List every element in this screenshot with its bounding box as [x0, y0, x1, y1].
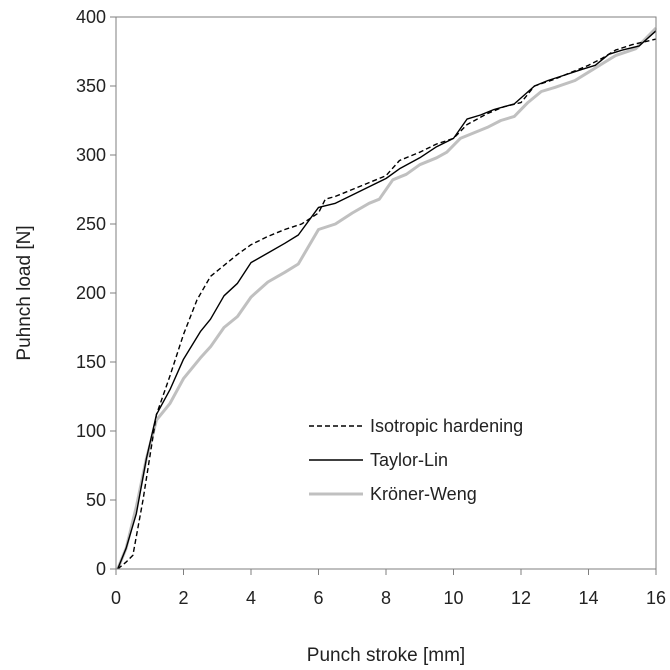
- legend-label: Kröner-Weng: [370, 484, 477, 504]
- x-axis-label: Punch stroke [mm]: [307, 645, 465, 666]
- legend-label: Isotropic hardening: [370, 416, 523, 436]
- x-tick-label: 2: [178, 588, 188, 608]
- y-tick-label: 250: [76, 214, 106, 234]
- y-tick-label: 100: [76, 421, 106, 441]
- y-axis-label: Puhnch load [N]: [14, 225, 35, 360]
- x-tick-label: 4: [246, 588, 256, 608]
- legend-label: Taylor-Lin: [370, 450, 448, 470]
- y-tick-label: 350: [76, 76, 106, 96]
- plot-series: [116, 26, 658, 570]
- y-tick-label: 0: [96, 559, 106, 579]
- plot-area-frame: [115, 16, 657, 570]
- x-tick-label: 0: [111, 588, 121, 608]
- y-tick-label: 150: [76, 352, 106, 372]
- series-line-isotropic-hardening: [117, 38, 657, 570]
- x-tick-label: 14: [578, 588, 598, 608]
- x-tick-label: 8: [381, 588, 391, 608]
- y-tick-label: 200: [76, 283, 106, 303]
- legend: Isotropic hardening Taylor-Lin Kröner-Weng: [309, 416, 523, 504]
- y-tick-label: 400: [76, 7, 106, 27]
- y-tick-label: 300: [76, 145, 106, 165]
- y-tick-label: 50: [86, 490, 106, 510]
- series-line-kr-ner-weng: [116, 26, 658, 570]
- x-tick-label: 16: [646, 588, 666, 608]
- x-axis-ticks: 0 2 4 6 8 10 12 14 16: [111, 569, 666, 608]
- y-axis-ticks: 0 50 100 150 200 250 300 350 400: [76, 7, 116, 579]
- series-line-taylor-lin: [117, 30, 657, 570]
- x-tick-label: 12: [511, 588, 531, 608]
- x-tick-label: 10: [443, 588, 463, 608]
- x-tick-label: 6: [313, 588, 323, 608]
